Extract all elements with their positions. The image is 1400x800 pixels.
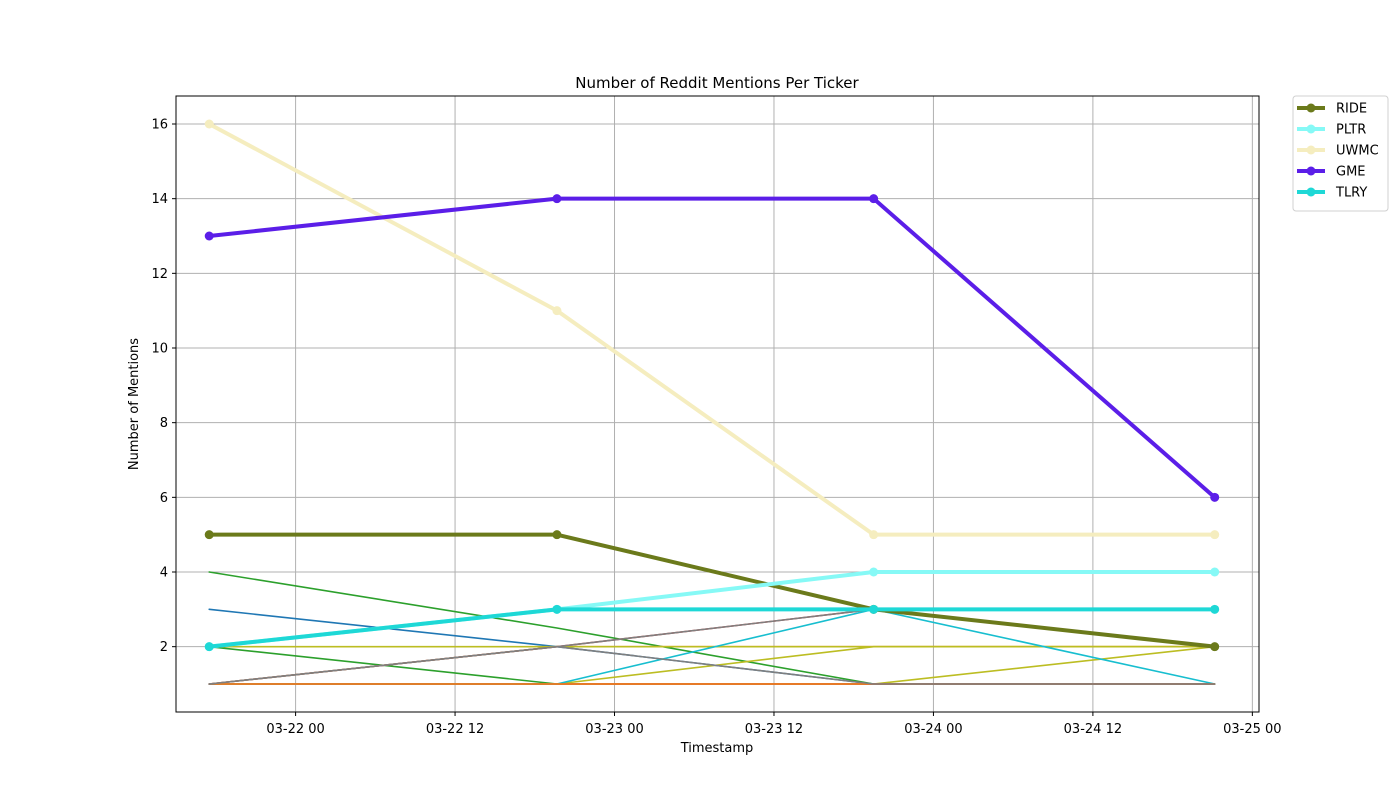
data-point — [204, 231, 214, 241]
legend-marker — [1306, 124, 1316, 134]
y-tick-label: 16 — [151, 118, 168, 133]
y-tick-label: 2 — [160, 640, 168, 655]
legend-label: TLRY — [1335, 186, 1367, 201]
data-point — [552, 306, 562, 316]
data-point — [869, 530, 879, 540]
legend-entry: PLTR — [1297, 123, 1366, 138]
data-point — [204, 119, 214, 129]
legend: RIDE PLTR UWMC GME TLRY — [1292, 95, 1389, 212]
data-point — [869, 194, 879, 204]
legend-marker — [1306, 187, 1316, 197]
legend-marker — [1306, 103, 1316, 113]
x-tick-label: 03-22 00 — [266, 722, 324, 737]
x-tick-label: 03-24 00 — [904, 722, 962, 737]
data-point — [1210, 492, 1220, 502]
series-uwmc — [204, 119, 1220, 540]
legend-label: GME — [1336, 165, 1366, 180]
x-axis-label: Timestamp — [680, 741, 754, 756]
data-point — [869, 604, 879, 614]
legend-label: PLTR — [1336, 123, 1366, 138]
series-line — [208, 645, 1216, 685]
data-point — [1210, 642, 1220, 652]
legend-entry: RIDE — [1297, 102, 1367, 117]
data-point — [204, 642, 214, 652]
data-point — [1210, 530, 1220, 540]
legend-marker — [1306, 145, 1316, 155]
y-tick-label: 12 — [151, 267, 168, 282]
series-tlry — [204, 604, 1220, 652]
series-gme — [204, 194, 1220, 502]
series-layer — [204, 119, 1220, 685]
legend-entry: TLRY — [1297, 186, 1367, 201]
data-point — [1210, 604, 1220, 614]
series-line — [207, 532, 1217, 649]
data-point — [552, 530, 562, 540]
y-axis: 2 4 6 8 10 12 14 16 — [151, 118, 176, 655]
legend-entry: GME — [1297, 165, 1366, 180]
data-point — [1210, 567, 1220, 577]
y-tick-label: 14 — [151, 192, 168, 207]
y-tick-label: 10 — [151, 342, 168, 357]
x-tick-label: 03-23 00 — [585, 722, 643, 737]
x-axis: 03-22 00 03-22 12 03-23 00 03-23 12 03-24 00… — [266, 712, 1282, 737]
y-tick-label: 8 — [160, 416, 168, 431]
legend-label: UWMC — [1336, 144, 1379, 159]
series-line — [207, 196, 1217, 500]
legend-box — [1292, 95, 1389, 212]
legend-marker — [1306, 166, 1316, 176]
legend-entry: UWMC — [1297, 144, 1379, 159]
chart-title: Number of Reddit Mentions Per Ticker — [575, 74, 859, 92]
x-tick-label: 03-23 12 — [745, 722, 803, 737]
data-point — [552, 194, 562, 204]
y-tick-label: 4 — [160, 566, 168, 581]
series-line — [207, 122, 1217, 537]
data-point — [552, 604, 562, 614]
y-tick-label: 6 — [160, 491, 168, 506]
x-tick-label: 03-22 12 — [426, 722, 484, 737]
legend-label: RIDE — [1336, 102, 1367, 117]
grid — [176, 96, 1259, 712]
y-axis-label: Number of Mentions — [127, 338, 142, 470]
data-point — [204, 530, 214, 540]
series-line — [207, 607, 1217, 649]
plot-area-frame — [175, 95, 1260, 713]
data-point — [869, 567, 879, 577]
x-tick-label: 03-24 12 — [1064, 722, 1122, 737]
series-other-18 — [208, 645, 1216, 685]
x-tick-label: 03-25 00 — [1223, 722, 1281, 737]
